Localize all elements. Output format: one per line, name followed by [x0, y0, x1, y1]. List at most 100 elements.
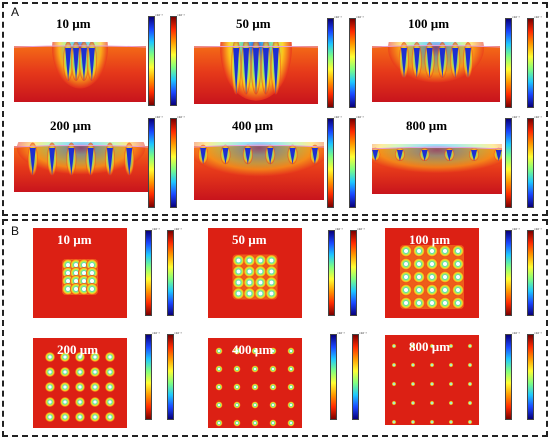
- top-view-plot-2: [208, 228, 302, 318]
- needle-site-icon: [48, 385, 52, 389]
- microneedle-icon: [267, 148, 274, 165]
- needle-site-icon: [66, 271, 70, 275]
- needle-site-icon: [74, 263, 78, 267]
- colorbar-exponent: ×10⁻³: [155, 13, 163, 17]
- needle-site-icon: [235, 403, 239, 407]
- needle-site-icon: [271, 403, 275, 407]
- colorbar-exponent: ×10⁻³: [356, 15, 364, 19]
- needle-site-icon: [108, 385, 112, 389]
- cross-section-label-6: 800 µm: [406, 118, 448, 133]
- needle-site-icon: [235, 385, 239, 389]
- colorbar-exponent: ×10⁻³: [512, 115, 520, 119]
- colorbar-exponent: ×10⁻³: [534, 227, 542, 231]
- needle-site-icon: [90, 263, 94, 267]
- needle-site-icon: [93, 355, 97, 359]
- colorbar-velocity: [148, 118, 155, 208]
- colorbar-concentration: [527, 18, 534, 108]
- top-view-plot-4: [33, 338, 127, 428]
- colorbar-exponent: ×10⁻³: [177, 115, 185, 119]
- microneedle-icon: [372, 150, 379, 161]
- needle-site-icon: [469, 383, 471, 385]
- colorbar-exponent: ×10⁻³: [152, 331, 160, 335]
- needle-site-icon: [93, 415, 97, 419]
- needle-site-icon: [66, 287, 70, 291]
- needle-site-icon: [93, 400, 97, 404]
- needle-site-icon: [469, 421, 471, 423]
- colorbar-concentration: [167, 230, 174, 316]
- needle-site-icon: [108, 370, 112, 374]
- needle-site-icon: [247, 291, 252, 296]
- needle-site-icon: [289, 403, 293, 407]
- colorbar-concentration: [349, 18, 356, 108]
- needle-site-icon: [108, 415, 112, 419]
- needle-site-icon: [217, 385, 221, 389]
- needle-site-icon: [235, 421, 239, 425]
- needle-site-icon: [217, 367, 221, 371]
- needle-site-icon: [236, 269, 241, 274]
- top-view-label-2: 50 µm: [232, 232, 267, 247]
- needle-site-icon: [253, 367, 257, 371]
- microneedle-icon: [471, 150, 478, 161]
- needle-site-icon: [289, 349, 293, 353]
- needle-site-icon: [269, 269, 274, 274]
- needle-site-icon: [404, 249, 408, 253]
- top-view-plot-1: [33, 228, 127, 318]
- needle-site-icon: [450, 383, 452, 385]
- microneedle-icon: [401, 48, 407, 78]
- cross-section-label-2: 50 µm: [236, 16, 271, 31]
- needle-site-icon: [93, 370, 97, 374]
- needle-site-icon: [269, 280, 274, 285]
- needle-site-icon: [431, 421, 433, 423]
- colorbar-exponent: ×10⁻³: [534, 115, 542, 119]
- colorbar-concentration: [527, 118, 534, 208]
- top-view-plot-6: [385, 335, 479, 425]
- needle-site-icon: [417, 275, 421, 279]
- needle-site-icon: [412, 364, 414, 366]
- needle-site-icon: [63, 355, 67, 359]
- needle-site-icon: [253, 403, 257, 407]
- needle-site-icon: [108, 355, 112, 359]
- microneedle-icon: [243, 48, 250, 95]
- colorbar-velocity: [328, 230, 335, 316]
- needle-site-icon: [404, 301, 408, 305]
- cross-section-label-1: 10 µm: [56, 16, 91, 31]
- microneedle-icon: [244, 148, 251, 165]
- needle-site-icon: [258, 269, 263, 274]
- colorbar-exponent: ×10⁻³: [174, 227, 182, 231]
- colorbar-exponent: ×10⁻³: [334, 115, 342, 119]
- cross-section-plot-3: [372, 42, 500, 102]
- colorbar-exponent: ×10⁻³: [357, 227, 365, 231]
- needle-site-icon: [450, 345, 452, 347]
- needle-site-icon: [258, 280, 263, 285]
- needle-site-icon: [258, 291, 263, 296]
- microneedle-icon: [233, 48, 240, 95]
- cross-section-label-4: 200 µm: [50, 118, 92, 133]
- colorbar-exponent: ×10⁻³: [337, 331, 345, 335]
- needle-site-icon: [217, 421, 221, 425]
- needle-site-icon: [48, 400, 52, 404]
- cross-section-plot-2: [194, 42, 318, 104]
- cross-section-plot-1: [14, 42, 146, 102]
- top-view-label-3: 100 µm: [409, 232, 451, 247]
- microneedle-icon: [222, 148, 229, 165]
- microneedle-icon: [87, 148, 94, 176]
- top-view-label-4: 200 µm: [57, 342, 99, 357]
- needle-site-icon: [431, 364, 433, 366]
- colorbar-exponent: ×10⁻³: [359, 331, 367, 335]
- needle-site-icon: [393, 364, 395, 366]
- needle-site-icon: [443, 288, 447, 292]
- top-view-plot-3: [385, 228, 479, 318]
- colorbar-velocity: [145, 230, 152, 316]
- needle-site-icon: [63, 385, 67, 389]
- needle-site-icon: [247, 280, 252, 285]
- colorbar-velocity: [330, 334, 337, 420]
- needle-site-icon: [78, 400, 82, 404]
- needle-site-icon: [417, 288, 421, 292]
- needle-site-icon: [404, 275, 408, 279]
- colorbar-exponent: ×10⁻³: [174, 331, 182, 335]
- colorbar-concentration: [350, 230, 357, 316]
- needle-site-icon: [236, 280, 241, 285]
- needle-site-icon: [90, 271, 94, 275]
- needle-site-icon: [78, 415, 82, 419]
- colorbar-velocity: [327, 118, 334, 208]
